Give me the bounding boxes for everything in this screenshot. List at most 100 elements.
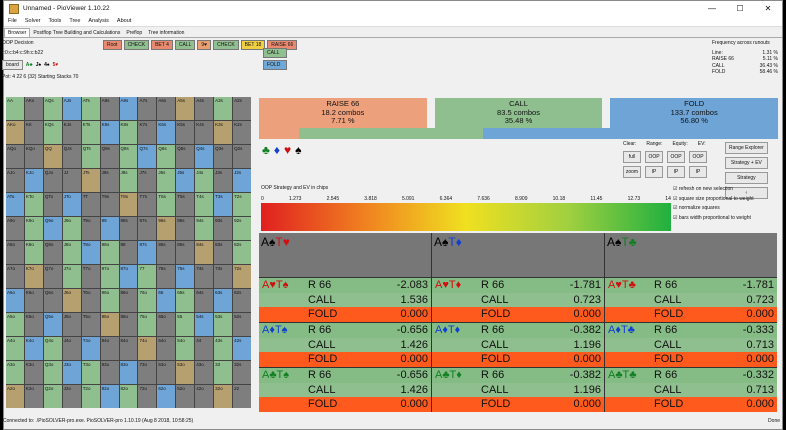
option-fold[interactable]: FOLD [263, 60, 287, 70]
range-cell[interactable]: 98o [100, 241, 119, 264]
range-cell[interactable]: T4o [81, 337, 100, 360]
range-cell[interactable]: 42o [195, 385, 214, 408]
board-button[interactable]: board [2, 60, 23, 70]
range-cell[interactable]: K8s [119, 121, 138, 144]
range-cell[interactable]: QJo [43, 169, 62, 192]
control-button[interactable]: OOP [689, 151, 707, 163]
range-cell[interactable]: Q3o [43, 361, 62, 384]
range-cell[interactable]: T5s [176, 193, 195, 216]
breadcrumb-item[interactable]: BET 4 [151, 40, 173, 50]
range-cell[interactable]: Q9o [43, 217, 62, 240]
range-cell[interactable]: T2o [81, 385, 100, 408]
range-cell[interactable]: 76s [157, 265, 176, 288]
control-button[interactable]: full [623, 151, 641, 163]
range-cell[interactable]: AJs [62, 97, 81, 120]
tab-tree-information[interactable]: Tree information [148, 30, 185, 36]
settings-checkbox[interactable]: normalize squares [673, 204, 754, 214]
range-cell[interactable]: A8s [119, 97, 138, 120]
range-cell[interactable]: 62o [157, 385, 176, 408]
range-cell[interactable]: J8o [62, 241, 81, 264]
range-cell[interactable]: 73o [138, 361, 157, 384]
range-cell[interactable]: AA [6, 97, 24, 120]
range-cell[interactable]: T5o [81, 313, 100, 336]
range-cell[interactable]: Q3s [214, 145, 233, 168]
range-cell[interactable]: 88 [119, 241, 138, 264]
range-cell[interactable]: K2s [233, 121, 251, 144]
range-cell[interactable]: 44 [195, 337, 214, 360]
range-cell[interactable]: 85s [176, 241, 195, 264]
menu-about[interactable]: About [116, 18, 132, 24]
range-cell[interactable]: 72s [233, 265, 251, 288]
combo-cell[interactable]: A♣T♠ R 66 -0.656 CALL 1.426 FOLD 0.000 [259, 368, 431, 412]
range-cell[interactable]: A9s [100, 97, 119, 120]
range-cell[interactable]: Q2o [43, 385, 62, 408]
range-cell[interactable]: 93s [214, 217, 233, 240]
range-cell[interactable]: T3s [214, 193, 233, 216]
range-cell[interactable]: 77 [138, 265, 157, 288]
range-cell[interactable]: 94o [100, 337, 119, 360]
range-cell[interactable]: K5o [24, 313, 43, 336]
range-cell[interactable]: KTo [24, 193, 43, 216]
range-cell[interactable]: Q7o [43, 265, 62, 288]
combo-cell[interactable]: A♣T♦ R 66 -0.382 CALL 1.196 FOLD 0.000 [432, 368, 604, 412]
range-cell[interactable]: KK [24, 121, 43, 144]
range-cell[interactable]: AQs [43, 97, 62, 120]
range-cell[interactable]: J9o [62, 217, 81, 240]
range-cell[interactable]: T8s [119, 193, 138, 216]
range-cell[interactable]: K4s [195, 121, 214, 144]
range-cell[interactable]: K2o [24, 385, 43, 408]
settings-checkbox[interactable]: bars width proportional to weight [673, 214, 754, 224]
range-cell[interactable]: AKo [6, 121, 24, 144]
range-cell[interactable]: 43s [214, 337, 233, 360]
explorer-button[interactable]: Strategy [725, 172, 768, 184]
range-cell[interactable]: KJo [24, 169, 43, 192]
range-cell[interactable]: J3s [214, 169, 233, 192]
range-cell[interactable]: A5s [176, 97, 195, 120]
range-cell[interactable]: Q4s [195, 145, 214, 168]
range-cell[interactable]: K7o [24, 265, 43, 288]
breadcrumb-item[interactable]: CHECK [123, 40, 150, 50]
action-raise[interactable]: RAISE 66 18.2 combos 7.71 % [259, 98, 427, 128]
range-cell[interactable]: A6s [157, 97, 176, 120]
range-cell[interactable]: Q5s [176, 145, 195, 168]
range-cell[interactable]: J9s [100, 169, 119, 192]
range-cell[interactable]: J4o [62, 337, 81, 360]
range-cell[interactable]: T8o [81, 241, 100, 264]
close-button[interactable]: ✕ [764, 4, 772, 13]
range-cell[interactable]: J5s [176, 169, 195, 192]
range-cell[interactable]: KQo [24, 145, 43, 168]
range-cell[interactable]: T7s [138, 193, 157, 216]
control-button[interactable]: OOP [645, 151, 663, 163]
action-call[interactable]: CALL 83.5 combos 35.48 % [434, 98, 603, 128]
menu-tree[interactable]: Tree [69, 18, 81, 24]
range-cell[interactable]: 97s [138, 217, 157, 240]
range-cell[interactable]: QTo [43, 193, 62, 216]
range-cell[interactable]: J3o [62, 361, 81, 384]
breadcrumb-item[interactable]: CHECK [213, 40, 239, 50]
range-cell[interactable]: 87s [138, 241, 157, 264]
range-cell[interactable]: K3s [214, 121, 233, 144]
tab-preflop[interactable]: Preflop [126, 30, 143, 36]
range-cell[interactable]: 63s [214, 289, 233, 312]
range-cell[interactable]: JTs [81, 169, 100, 192]
range-cell[interactable]: T4s [195, 193, 214, 216]
range-cell[interactable]: 75o [138, 313, 157, 336]
tab-browser[interactable]: Browser [4, 28, 31, 37]
combo-cell[interactable]: A♦T♠ R 66 -0.656 CALL 1.426 FOLD 0.000 [259, 323, 431, 367]
range-cell[interactable]: 55 [176, 313, 195, 336]
range-cell[interactable]: A3o [6, 361, 24, 384]
range-cell[interactable]: 92o [100, 385, 119, 408]
range-cell[interactable]: A9o [6, 217, 24, 240]
range-cell[interactable]: J4s [195, 169, 214, 192]
range-cell[interactable]: Q8o [43, 241, 62, 264]
option-call[interactable]: CALL [263, 48, 287, 58]
range-cell[interactable]: 52o [176, 385, 195, 408]
range-cell[interactable]: T2s [233, 193, 251, 216]
range-cell[interactable]: 22 [233, 385, 251, 408]
suit-filter-icon[interactable]: ♥ [284, 143, 292, 157]
range-cell[interactable]: 84o [119, 337, 138, 360]
combo-cell[interactable]: A♦T♦ R 66 -0.382 CALL 1.196 FOLD 0.000 [432, 323, 604, 367]
suit-filter-icon[interactable]: ♦ [273, 143, 280, 157]
menu-analysis[interactable]: Analysis [88, 18, 109, 24]
range-cell[interactable]: A4o [6, 337, 24, 360]
